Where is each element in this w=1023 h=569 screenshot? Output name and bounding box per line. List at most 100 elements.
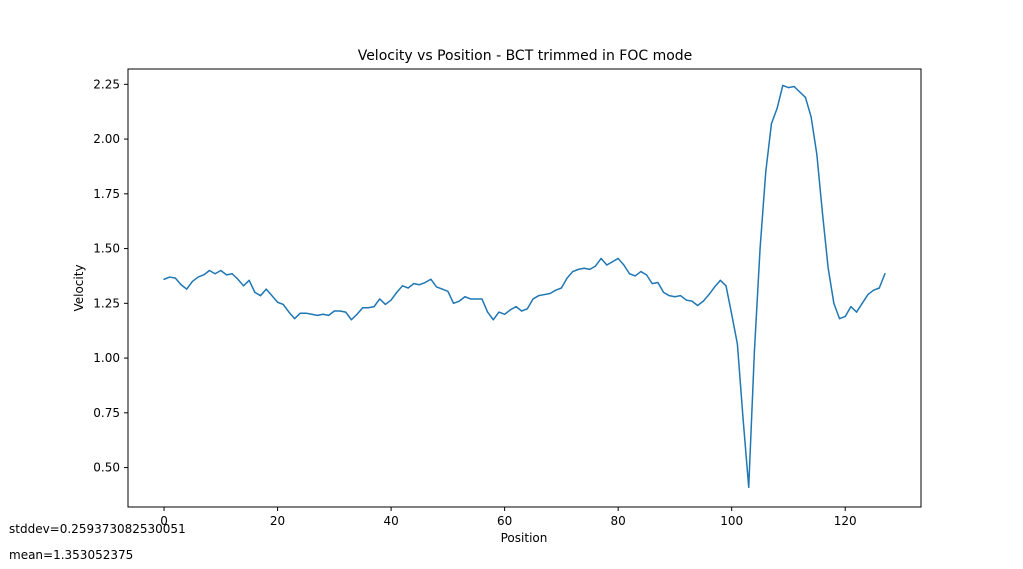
data-point: [214, 273, 216, 275]
y-tick-label: 1.00: [93, 351, 120, 365]
data-point: [254, 291, 256, 293]
data-point: [600, 257, 602, 260]
data-point: [594, 265, 597, 267]
data-point: [475, 298, 477, 300]
data-point: [640, 270, 642, 273]
x-tick-label: 0: [160, 514, 168, 528]
data-point: [339, 310, 341, 312]
data-point: [651, 283, 653, 285]
data-point: [742, 417, 744, 419]
data-point: [288, 311, 290, 313]
x-axis-ticks: 0 20 40 60 80 100 120: [160, 507, 857, 528]
x-tick-label: 100: [720, 514, 743, 528]
data-point: [708, 293, 710, 296]
data-point: [532, 298, 534, 300]
y-tick-label: 2.00: [93, 132, 120, 146]
data-point: [430, 278, 432, 280]
data-point: [810, 116, 812, 118]
data-point: [521, 310, 523, 312]
data-point: [782, 84, 784, 87]
data-point: [276, 301, 279, 303]
data-point: [316, 314, 318, 316]
y-axis-label: Velocity: [72, 264, 86, 311]
y-tick-label: 0.50: [93, 461, 120, 475]
data-point: [577, 268, 580, 270]
data-point: [322, 313, 324, 315]
data-point: [611, 261, 614, 263]
data-point: [833, 302, 835, 304]
data-point: [259, 295, 262, 297]
data-point: [384, 303, 387, 306]
data-point: [680, 295, 682, 297]
data-point: [464, 296, 466, 298]
data-point: [487, 311, 489, 313]
chart-title: Velocity vs Position - BCT trimmed in FO…: [358, 48, 693, 64]
data-point: [884, 273, 886, 275]
mean-annotation: mean=1.353052375: [9, 548, 134, 562]
data-point: [725, 285, 727, 287]
data-point: [390, 299, 392, 301]
data-point: [231, 273, 233, 275]
data-point: [617, 257, 619, 260]
data-point: [555, 289, 557, 291]
data-point: [719, 279, 721, 281]
velocity-series-line: [163, 84, 886, 489]
data-point: [504, 313, 506, 315]
data-point: [861, 302, 863, 304]
x-tick-label: 40: [383, 514, 398, 528]
data-point: [560, 287, 563, 289]
data-point: [634, 275, 636, 277]
data-point: [401, 285, 404, 287]
data-point: [458, 300, 460, 302]
data-point: [804, 96, 807, 99]
data-point: [186, 288, 188, 290]
data-point: [435, 286, 438, 288]
plot-frame: [127, 68, 922, 508]
data-point: [850, 306, 852, 308]
data-point: [873, 289, 875, 291]
series-points: [163, 84, 886, 488]
y-tick-label: 1.75: [93, 187, 120, 201]
data-point: [294, 318, 296, 320]
y-tick-label: 0.75: [93, 406, 120, 420]
data-point: [736, 343, 738, 345]
data-point: [662, 291, 665, 293]
x-tick-label: 120: [834, 514, 857, 528]
data-point: [248, 279, 250, 281]
data-point: [549, 292, 551, 295]
data-point: [821, 212, 824, 215]
data-point: [657, 281, 659, 284]
x-tick-label: 80: [611, 514, 626, 528]
data-point: [770, 123, 773, 125]
data-point: [225, 274, 228, 276]
data-point: [878, 287, 880, 289]
data-point: [589, 268, 591, 270]
data-point: [265, 288, 267, 290]
data-point: [674, 296, 676, 298]
data-point: [203, 274, 205, 276]
data-point: [174, 277, 176, 279]
data-point: [759, 247, 761, 250]
data-point: [379, 298, 381, 300]
data-point: [572, 270, 574, 273]
data-point: [526, 308, 528, 310]
x-axis-label: Position: [501, 531, 548, 545]
data-point: [702, 300, 704, 302]
data-point: [271, 295, 273, 297]
y-tick-label: 1.50: [93, 242, 120, 256]
data-point: [345, 311, 347, 313]
data-point: [855, 311, 858, 313]
data-point: [362, 307, 364, 309]
data-point: [282, 303, 284, 306]
data-point: [776, 107, 778, 110]
data-point: [328, 314, 330, 316]
data-point: [163, 278, 165, 280]
data-point: [452, 302, 455, 304]
y-tick-label: 1.25: [93, 296, 120, 310]
data-point: [645, 274, 648, 276]
x-tick-label: 20: [270, 514, 285, 528]
data-point: [350, 319, 352, 321]
data-point: [538, 295, 540, 297]
data-point: [685, 299, 687, 301]
data-point: [305, 312, 307, 314]
